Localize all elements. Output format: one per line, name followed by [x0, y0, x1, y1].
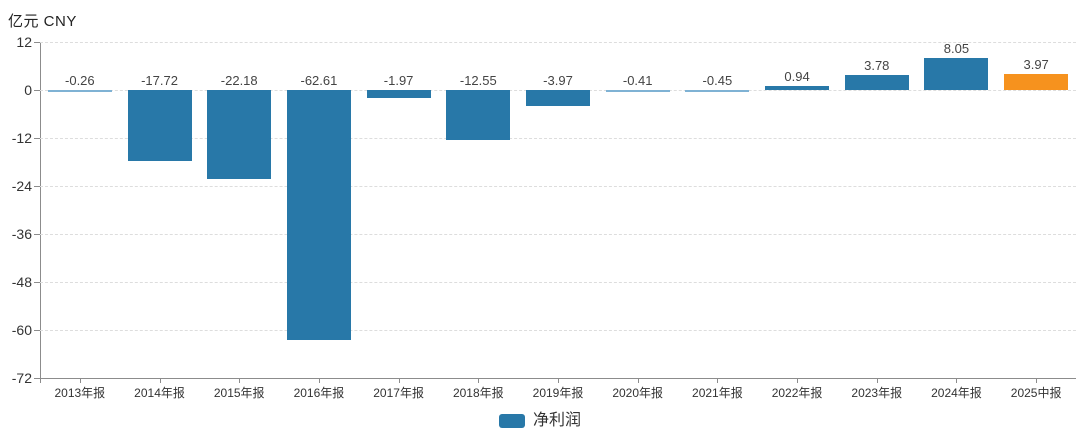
x-axis-label: 2020年报: [612, 386, 664, 400]
gridline-y--36: [40, 234, 1076, 235]
x-axis-label: 2023年报: [851, 386, 903, 400]
x-axis-label: 2017年报: [373, 386, 424, 400]
bar-value-label: -0.26: [65, 73, 95, 88]
bar-value-label: -1.97: [383, 73, 414, 88]
x-axis-tick: [398, 378, 400, 383]
bar-value-label: -0.41: [622, 73, 653, 88]
bar-value-label: -3.97: [543, 73, 573, 88]
bar-value-label: -12.55: [459, 73, 497, 88]
y-axis-tick-label: 0: [24, 82, 32, 98]
x-axis-label: 2025中报: [1010, 386, 1062, 400]
x-axis-tick: [239, 378, 241, 383]
y-axis-tick-label: -12: [11, 130, 32, 146]
x-axis-tick: [159, 378, 161, 383]
bar-value-label: -0.45: [702, 73, 733, 88]
gridline-y--60: [40, 330, 1076, 331]
bar-value-label: -22.18: [220, 73, 258, 88]
bar-2024[interactable]: [924, 57, 989, 90]
y-axis-unit-label: 亿元 CNY: [8, 13, 77, 30]
bar-2021[interactable]: [685, 90, 750, 92]
gridline-y-12: [40, 42, 1076, 43]
gridline-y--12: [40, 138, 1076, 139]
x-axis-label: 2021年报: [692, 386, 743, 400]
y-axis-tick: [34, 378, 40, 379]
x-axis-label: 2018年报: [452, 386, 504, 400]
bar-2023[interactable]: [844, 74, 909, 90]
bar-2013[interactable]: [47, 90, 112, 92]
x-axis-label: 2015年报: [213, 386, 265, 400]
y-axis-line: [40, 42, 41, 383]
x-axis-label: 2014年报: [134, 386, 185, 400]
bar-2025[interactable]: [1004, 74, 1069, 90]
x-axis-tick: [558, 378, 559, 383]
bar-value-label: -17.72: [141, 73, 178, 88]
y-axis-tick: [34, 330, 40, 331]
bar-2016[interactable]: [286, 90, 351, 341]
y-axis-tick: [34, 282, 40, 283]
bar-2017[interactable]: [366, 90, 431, 98]
x-axis-tick: [79, 378, 81, 383]
x-axis-tick: [1036, 378, 1038, 383]
y-axis-tick-label: -72: [11, 370, 32, 386]
x-axis-tick: [637, 378, 639, 383]
y-axis-tick: [34, 234, 40, 235]
bar-value-label: 3.97: [1023, 57, 1049, 73]
y-axis-tick-label: 12: [16, 34, 32, 50]
x-axis-tick: [478, 378, 480, 383]
bar-value-label: 3.78: [864, 57, 890, 73]
bar-2020[interactable]: [605, 90, 670, 92]
bar-value-label: -62.61: [300, 73, 338, 88]
y-axis-tick-label: -60: [11, 322, 32, 338]
x-axis-tick: [876, 378, 878, 383]
legend-item-label: 净利润: [532, 412, 581, 429]
x-axis-label: 2013年报: [54, 386, 106, 400]
y-axis-tick: [34, 138, 40, 139]
bar-value-label: 0.94: [784, 69, 810, 85]
y-axis-tick-label: -36: [11, 226, 32, 242]
y-axis-tick: [34, 186, 40, 187]
bar-2015[interactable]: [207, 90, 272, 179]
y-axis-tick-label: -48: [11, 274, 32, 290]
x-axis-tick: [318, 378, 320, 383]
x-axis-label: 2022年报: [771, 386, 823, 400]
y-axis-tick-label: -24: [11, 178, 32, 194]
legend-item-net-profit[interactable]: 净利润: [498, 412, 581, 430]
gridline-y--48: [40, 282, 1076, 283]
y-axis-tick: [34, 90, 40, 91]
x-axis-label: 2016年报: [293, 386, 345, 400]
bar-value-label: 8.05: [943, 40, 970, 56]
bar-2014[interactable]: [127, 90, 192, 161]
y-axis-tick: [34, 42, 40, 43]
x-axis-tick: [797, 378, 799, 383]
bar-2019[interactable]: [526, 90, 590, 106]
x-axis-tick: [717, 378, 719, 383]
bar-2018[interactable]: [446, 90, 511, 141]
legend-swatch-icon: [498, 414, 525, 428]
x-axis-tick: [956, 378, 958, 383]
gridline-y--24: [40, 186, 1076, 187]
legend: 净利润: [0, 410, 1080, 432]
x-axis-label: 2019年报: [532, 386, 584, 400]
bar-2022[interactable]: [765, 86, 830, 90]
x-axis-label: 2024年报: [931, 386, 982, 400]
